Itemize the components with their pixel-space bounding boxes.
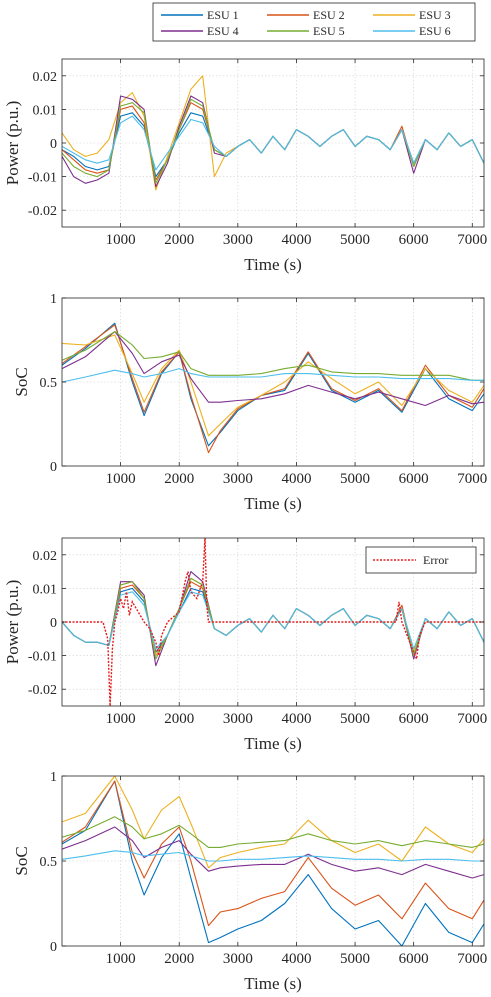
x-tick-label: 4000 (281, 471, 311, 487)
series-line-esu-2 (62, 780, 484, 927)
series-group (62, 538, 484, 706)
error-legend-label: Error (423, 553, 448, 567)
series-line-esu-6 (62, 115, 484, 171)
x-tick-label: 2000 (164, 232, 194, 248)
y-axis-label: Power (p.u.) (3, 580, 22, 665)
series-line-error (62, 538, 484, 706)
y-axis-label: Power (p.u.) (3, 101, 22, 186)
chart-power-1: 1000 2000 3000 4000 5000 6000 7000 -0.02 -0.01 0 0… (3, 58, 487, 274)
x-tick-label: 4000 (281, 951, 311, 967)
x-tick-label: 4000 (281, 711, 311, 727)
y-tick-label: 0 (50, 137, 57, 152)
y-tick-label: 0.01 (33, 103, 58, 118)
x-tick-label: 7000 (457, 951, 487, 967)
legend: ESU 1 ESU 2 ESU 3 ESU 4 ESU 5 ESU 6 (152, 2, 476, 42)
series-line-esu-5 (62, 816, 484, 848)
x-axis-label: Time (s) (244, 494, 301, 513)
x-tick-label: 6000 (399, 951, 429, 967)
legend-box (152, 2, 476, 42)
y-tick-label: 0 (50, 460, 57, 475)
series-line-esu-5 (62, 331, 484, 381)
series-line-esu-4 (62, 826, 484, 879)
x-axis-label: Time (s) (244, 255, 301, 274)
x-tick-label: 6000 (399, 471, 429, 487)
y-tick-label: -0.02 (28, 683, 57, 698)
x-tick-label: 6000 (399, 232, 429, 248)
x-tick-label: 5000 (340, 471, 370, 487)
chart-soc-2: 1000 2000 3000 4000 5000 6000 7000 0 0.5 1 Time (s… (12, 770, 487, 993)
series-group (62, 322, 484, 454)
legend-entry: ESU 5 (313, 24, 345, 38)
y-tick-label: 0 (50, 940, 57, 955)
series-line-esu-3 (62, 776, 484, 869)
series-line-esu-4 (62, 331, 484, 407)
x-axis-label: Time (s) (244, 734, 301, 753)
series-group (62, 75, 484, 191)
x-tick-label: 3000 (223, 951, 253, 967)
x-tick-label: 3000 (223, 232, 253, 248)
y-axis-label: SoC (12, 367, 31, 396)
x-tick-label: 2000 (164, 951, 194, 967)
y-axis-label: SoC (12, 846, 31, 875)
x-tick-label: 6000 (399, 711, 429, 727)
x-tick-label: 1000 (106, 951, 136, 967)
x-tick-label: 7000 (457, 471, 487, 487)
y-tick-label: 1 (50, 770, 57, 785)
legend-entry: ESU 6 (419, 24, 451, 38)
series-line-esu-1 (62, 322, 484, 447)
x-tick-label: 1000 (106, 471, 136, 487)
series-line-esu-6 (62, 850, 484, 862)
y-tick-label: 0 (50, 616, 57, 631)
series-line-esu-6 (62, 368, 484, 383)
y-tick-label: 0.5 (40, 376, 58, 391)
x-tick-label: 3000 (223, 471, 253, 487)
x-axis-label: Time (s) (244, 974, 301, 993)
y-tick-label: -0.01 (28, 650, 57, 665)
x-tick-label: 4000 (281, 232, 311, 248)
series-line-esu-6 (62, 591, 484, 650)
x-tick-label: 7000 (457, 232, 487, 248)
x-tick-label: 1000 (106, 711, 136, 727)
x-tick-label: 7000 (457, 711, 487, 727)
legend-entry: ESU 1 (207, 8, 239, 22)
x-tick-label: 2000 (164, 711, 194, 727)
legend-entry: ESU 3 (419, 8, 451, 22)
y-tick-label: 1 (50, 292, 57, 307)
series-line-esu-3 (62, 334, 484, 437)
error-legend-box (365, 546, 477, 574)
x-tick-label: 1000 (106, 232, 136, 248)
legend-entry: ESU 2 (313, 8, 345, 22)
x-tick-label: 3000 (223, 711, 253, 727)
x-tick-label: 2000 (164, 471, 194, 487)
chart-power-2: 1000 2000 3000 4000 5000 6000 7000 -0.02 -0.01 0 0… (3, 537, 487, 753)
legend-entry: ESU 4 (207, 24, 239, 38)
y-tick-label: 0.5 (40, 855, 58, 870)
series-group (62, 776, 484, 946)
y-tick-label: -0.02 (28, 204, 57, 219)
chart-soc-1: 1000 2000 3000 4000 5000 6000 7000 0 0.5 1 Time (s… (12, 292, 487, 513)
error-legend: Error (365, 546, 477, 574)
y-tick-label: -0.01 (28, 171, 57, 186)
x-tick-label: 5000 (340, 711, 370, 727)
x-tick-label: 5000 (340, 232, 370, 248)
y-tick-label: 0.02 (33, 70, 58, 85)
y-tick-label: 0.01 (33, 582, 58, 597)
y-tick-label: 0.02 (33, 549, 58, 564)
x-tick-label: 5000 (340, 951, 370, 967)
series-line-esu-1 (62, 780, 484, 946)
